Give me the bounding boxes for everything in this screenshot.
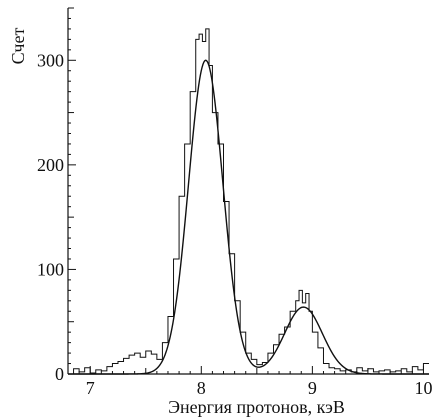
x-tick-label: 8	[197, 378, 206, 398]
y-tick-label: 300	[37, 50, 64, 70]
fit-group	[68, 59, 429, 375]
y-tick-label: 0	[55, 364, 64, 384]
y-tick-label: 200	[37, 155, 64, 175]
y-axis-label: Счет	[8, 28, 28, 65]
y-tick-label: 100	[37, 259, 64, 279]
histogram-step-line	[68, 28, 429, 375]
gaussian-fit-curve	[68, 59, 429, 375]
x-axis-label: Энергия протонов, кэВ	[168, 397, 345, 417]
x-tick-label: 10	[414, 378, 432, 398]
histogram-group	[68, 28, 429, 375]
x-tick-label: 9	[308, 378, 317, 398]
axes-group: 0 100 200 300 7 8 9 10	[37, 7, 432, 398]
x-tick-label: 7	[86, 378, 95, 398]
